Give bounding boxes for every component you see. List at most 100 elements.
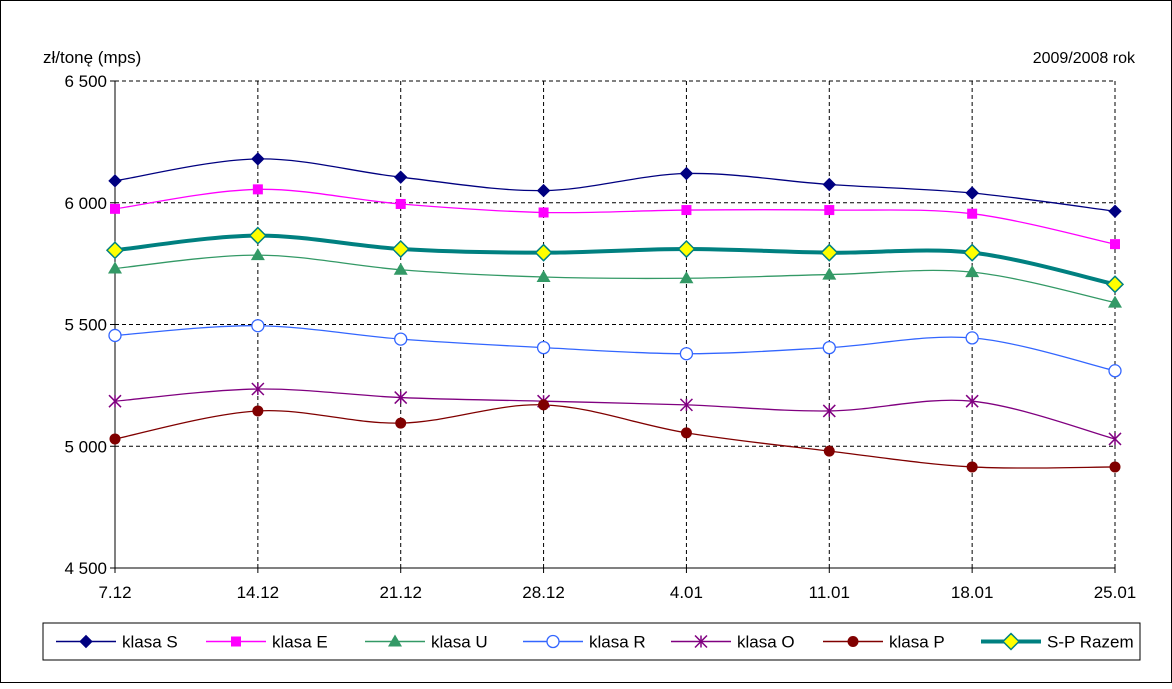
legend-label: klasa P <box>889 633 945 652</box>
legend-item: klasa S <box>56 633 178 652</box>
marker-diamond <box>677 239 696 259</box>
legend-label: klasa R <box>589 633 646 652</box>
legend-item: klasa R <box>523 633 646 652</box>
marker-square <box>1110 239 1120 250</box>
marker-circle <box>966 461 978 473</box>
marker-triangle <box>388 634 402 647</box>
marker-star <box>965 394 979 408</box>
marker-diamond <box>1001 632 1021 651</box>
marker-triangle <box>1108 295 1122 308</box>
marker-diamond <box>248 226 267 245</box>
marker-triangle <box>679 271 694 284</box>
marker-circle <box>847 636 859 647</box>
series-line <box>114 388 1116 440</box>
marker-square <box>252 184 263 195</box>
x-tick-label: 25.01 <box>1094 583 1137 602</box>
legend-label: klasa S <box>122 633 178 652</box>
legend-item: klasa U <box>365 633 488 652</box>
marker-diamond <box>820 243 839 262</box>
marker-diamond <box>251 152 265 166</box>
marker-diamond <box>394 170 408 184</box>
marker-square <box>231 636 241 647</box>
marker-circle <box>823 445 835 457</box>
grid <box>115 80 1116 568</box>
marker-diamond <box>963 243 982 262</box>
series-line <box>114 325 1116 372</box>
series-line <box>114 404 1116 469</box>
x-tick-label: 4.01 <box>670 583 703 602</box>
marker-star <box>679 398 693 412</box>
marker-circle <box>680 427 692 439</box>
marker-circle <box>1109 461 1121 473</box>
marker-square <box>395 198 406 209</box>
marker-diamond <box>108 174 122 188</box>
series-markers <box>105 152 1125 473</box>
legend-item: klasa E <box>206 633 328 652</box>
x-tick-label: 14.12 <box>237 583 280 602</box>
y-tick-label: 5 000 <box>64 437 107 456</box>
legend-item: klasa P <box>823 633 945 652</box>
marker-star <box>822 404 836 418</box>
y-tick-labels: 6 500 6 000 5 500 5 000 4 500 <box>64 72 107 578</box>
marker-star <box>251 382 265 396</box>
marker-square <box>110 203 120 214</box>
legend-label: klasa E <box>272 633 328 652</box>
marker-diamond <box>536 183 551 198</box>
marker-circle <box>395 417 407 429</box>
marker-square <box>967 208 978 219</box>
marker-circle <box>546 634 560 649</box>
marker-circle <box>679 347 694 361</box>
legend-item: klasa O <box>671 633 795 652</box>
axes <box>110 80 1116 573</box>
marker-circle <box>822 340 836 355</box>
legend-label: S-P Razem <box>1047 633 1134 652</box>
marker-diamond <box>822 177 836 192</box>
marker-circle <box>251 319 265 333</box>
y-tick-label: 6 500 <box>64 72 107 91</box>
marker-circle <box>394 332 408 346</box>
marker-diamond <box>1105 275 1125 294</box>
series-lines <box>114 158 1116 469</box>
marker-diamond <box>679 166 694 181</box>
legend: klasa S klasa E klasa U klasa R klasa O klasa… <box>42 622 1141 661</box>
x-tick-labels: 7.12 14.12 21.12 28.12 4.01 11.01 18.01 25.01 <box>98 583 1136 602</box>
series-line <box>114 254 1116 304</box>
legend-label: klasa O <box>737 633 795 652</box>
marker-circle <box>109 433 121 445</box>
marker-circle <box>538 399 550 411</box>
marker-diamond <box>105 241 125 260</box>
marker-diamond <box>1108 204 1122 218</box>
x-tick-label: 11.01 <box>809 583 850 602</box>
marker-triangle <box>536 270 551 283</box>
y-axis-label: zł/tonę (mps) <box>43 48 141 67</box>
marker-circle <box>252 405 264 417</box>
marker-diamond <box>79 634 93 649</box>
marker-star <box>1108 432 1122 446</box>
legend-item: S-P Razem <box>981 632 1134 652</box>
marker-diamond <box>965 186 979 200</box>
x-tick-label: 18.01 <box>951 583 994 602</box>
x-tick-label: 28.12 <box>522 583 565 602</box>
y-tick-label: 6 000 <box>64 194 107 213</box>
x-tick-label: 21.12 <box>379 583 422 602</box>
marker-square <box>681 205 692 216</box>
marker-star <box>694 634 708 649</box>
marker-circle <box>965 331 979 345</box>
marker-triangle <box>108 261 122 274</box>
marker-diamond <box>391 239 410 259</box>
marker-square <box>824 205 835 216</box>
marker-diamond <box>534 243 553 262</box>
y-tick-label: 5 500 <box>64 316 107 335</box>
y-tick-label: 4 500 <box>64 559 107 578</box>
marker-circle <box>108 328 122 343</box>
marker-star <box>108 394 122 408</box>
series-line <box>114 233 1116 287</box>
x-tick-label: 7.12 <box>98 583 131 602</box>
marker-triangle <box>965 265 980 278</box>
marker-triangle <box>393 262 408 275</box>
marker-circle <box>536 340 551 355</box>
series-line <box>114 158 1116 212</box>
marker-square <box>538 207 549 218</box>
